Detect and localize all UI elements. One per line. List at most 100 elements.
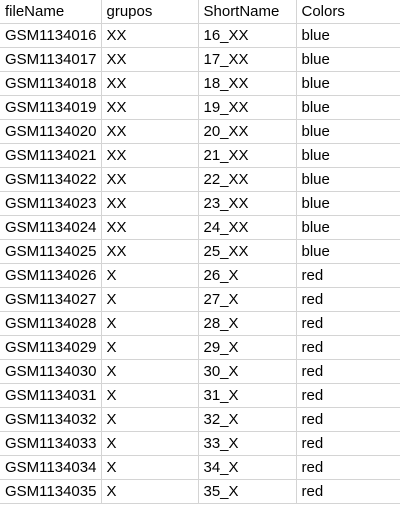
- filename-cell[interactable]: GSM1134021: [0, 143, 102, 168]
- colors-cell[interactable]: blue: [296, 215, 400, 240]
- colors-cell[interactable]: red: [296, 311, 400, 336]
- shortname-cell[interactable]: 35_X: [198, 479, 297, 504]
- shortname-cell[interactable]: 21_XX: [198, 143, 297, 168]
- table-row: GSM1134030 X 30_X red: [0, 359, 400, 384]
- grupos-cell[interactable]: X: [101, 431, 199, 456]
- grupos-cell[interactable]: XX: [101, 143, 199, 168]
- filename-cell[interactable]: GSM1134016: [0, 23, 102, 48]
- colors-cell[interactable]: red: [296, 479, 400, 504]
- header-row: fileName grupos ShortName Colors: [0, 0, 400, 24]
- shortname-cell[interactable]: 28_X: [198, 311, 297, 336]
- shortname-cell[interactable]: 25_XX: [198, 239, 297, 264]
- colors-cell[interactable]: red: [296, 407, 400, 432]
- shortname-cell[interactable]: 24_XX: [198, 215, 297, 240]
- colors-cell[interactable]: blue: [296, 167, 400, 192]
- filename-cell[interactable]: GSM1134023: [0, 191, 102, 216]
- grupos-cell[interactable]: X: [101, 455, 199, 480]
- table-row: GSM1134018 XX 18_XX blue: [0, 71, 400, 96]
- colors-cell[interactable]: blue: [296, 119, 400, 144]
- table-row: GSM1134019 XX 19_XX blue: [0, 95, 400, 120]
- grupos-cell[interactable]: XX: [101, 23, 199, 48]
- shortname-cell[interactable]: 16_XX: [198, 23, 297, 48]
- table-row: GSM1134029 X 29_X red: [0, 335, 400, 360]
- grupos-cell[interactable]: X: [101, 383, 199, 408]
- filename-cell[interactable]: GSM1134031: [0, 383, 102, 408]
- shortname-cell[interactable]: 31_X: [198, 383, 297, 408]
- filename-cell[interactable]: GSM1134034: [0, 455, 102, 480]
- table-row: GSM1134026 X 26_X red: [0, 263, 400, 288]
- grupos-cell[interactable]: XX: [101, 239, 199, 264]
- filename-cell[interactable]: GSM1134029: [0, 335, 102, 360]
- filename-cell[interactable]: GSM1134033: [0, 431, 102, 456]
- grupos-cell[interactable]: X: [101, 359, 199, 384]
- colors-cell[interactable]: red: [296, 383, 400, 408]
- grupos-cell[interactable]: XX: [101, 95, 199, 120]
- filename-cell[interactable]: GSM1134020: [0, 119, 102, 144]
- shortname-cell[interactable]: 33_X: [198, 431, 297, 456]
- shortname-cell[interactable]: 29_X: [198, 335, 297, 360]
- grupos-cell[interactable]: X: [101, 479, 199, 504]
- filename-cell[interactable]: GSM1134026: [0, 263, 102, 288]
- filename-cell[interactable]: GSM1134017: [0, 47, 102, 72]
- grupos-cell[interactable]: X: [101, 287, 199, 312]
- shortname-cell[interactable]: 18_XX: [198, 71, 297, 96]
- table-row: GSM1134027 X 27_X red: [0, 287, 400, 312]
- colors-cell[interactable]: red: [296, 359, 400, 384]
- colors-cell[interactable]: blue: [296, 143, 400, 168]
- colors-cell[interactable]: red: [296, 287, 400, 312]
- grupos-cell[interactable]: X: [101, 311, 199, 336]
- filename-cell[interactable]: GSM1134018: [0, 71, 102, 96]
- colors-cell[interactable]: blue: [296, 23, 400, 48]
- header-cell-colors[interactable]: Colors: [296, 0, 400, 24]
- shortname-cell[interactable]: 22_XX: [198, 167, 297, 192]
- shortname-cell[interactable]: 17_XX: [198, 47, 297, 72]
- filename-cell[interactable]: GSM1134025: [0, 239, 102, 264]
- shortname-cell[interactable]: 20_XX: [198, 119, 297, 144]
- filename-cell[interactable]: GSM1134019: [0, 95, 102, 120]
- shortname-cell[interactable]: 32_X: [198, 407, 297, 432]
- colors-cell[interactable]: blue: [296, 239, 400, 264]
- grupos-cell[interactable]: X: [101, 263, 199, 288]
- colors-cell[interactable]: blue: [296, 71, 400, 96]
- shortname-cell[interactable]: 27_X: [198, 287, 297, 312]
- grupos-cell[interactable]: XX: [101, 215, 199, 240]
- grupos-cell[interactable]: X: [101, 335, 199, 360]
- header-cell-filename[interactable]: fileName: [0, 0, 102, 24]
- grupos-cell[interactable]: XX: [101, 191, 199, 216]
- colors-cell[interactable]: blue: [296, 191, 400, 216]
- filename-cell[interactable]: GSM1134030: [0, 359, 102, 384]
- grupos-cell[interactable]: XX: [101, 167, 199, 192]
- table-row: GSM1134031 X 31_X red: [0, 383, 400, 408]
- table-row: GSM1134016 XX 16_XX blue: [0, 23, 400, 48]
- table-row: GSM1134021 XX 21_XX blue: [0, 143, 400, 168]
- colors-cell[interactable]: red: [296, 455, 400, 480]
- table-row: GSM1134034 X 34_X red: [0, 455, 400, 480]
- colors-cell[interactable]: red: [296, 335, 400, 360]
- header-cell-shortname[interactable]: ShortName: [198, 0, 297, 24]
- shortname-cell[interactable]: 19_XX: [198, 95, 297, 120]
- filename-cell[interactable]: GSM1134028: [0, 311, 102, 336]
- filename-cell[interactable]: GSM1134024: [0, 215, 102, 240]
- shortname-cell[interactable]: 30_X: [198, 359, 297, 384]
- filename-cell[interactable]: GSM1134022: [0, 167, 102, 192]
- grupos-cell[interactable]: XX: [101, 47, 199, 72]
- table-row: GSM1134022 XX 22_XX blue: [0, 167, 400, 192]
- colors-cell[interactable]: red: [296, 263, 400, 288]
- shortname-cell[interactable]: 34_X: [198, 455, 297, 480]
- table-row: GSM1134028 X 28_X red: [0, 311, 400, 336]
- colors-cell[interactable]: blue: [296, 95, 400, 120]
- filename-cell[interactable]: GSM1134035: [0, 479, 102, 504]
- colors-cell[interactable]: red: [296, 431, 400, 456]
- table-row: GSM1134017 XX 17_XX blue: [0, 47, 400, 72]
- header-cell-grupos[interactable]: grupos: [101, 0, 199, 24]
- colors-cell[interactable]: blue: [296, 47, 400, 72]
- filename-cell[interactable]: GSM1134027: [0, 287, 102, 312]
- grupos-cell[interactable]: XX: [101, 71, 199, 96]
- shortname-cell[interactable]: 23_XX: [198, 191, 297, 216]
- filename-cell[interactable]: GSM1134032: [0, 407, 102, 432]
- grupos-cell[interactable]: XX: [101, 119, 199, 144]
- shortname-cell[interactable]: 26_X: [198, 263, 297, 288]
- grupos-cell[interactable]: X: [101, 407, 199, 432]
